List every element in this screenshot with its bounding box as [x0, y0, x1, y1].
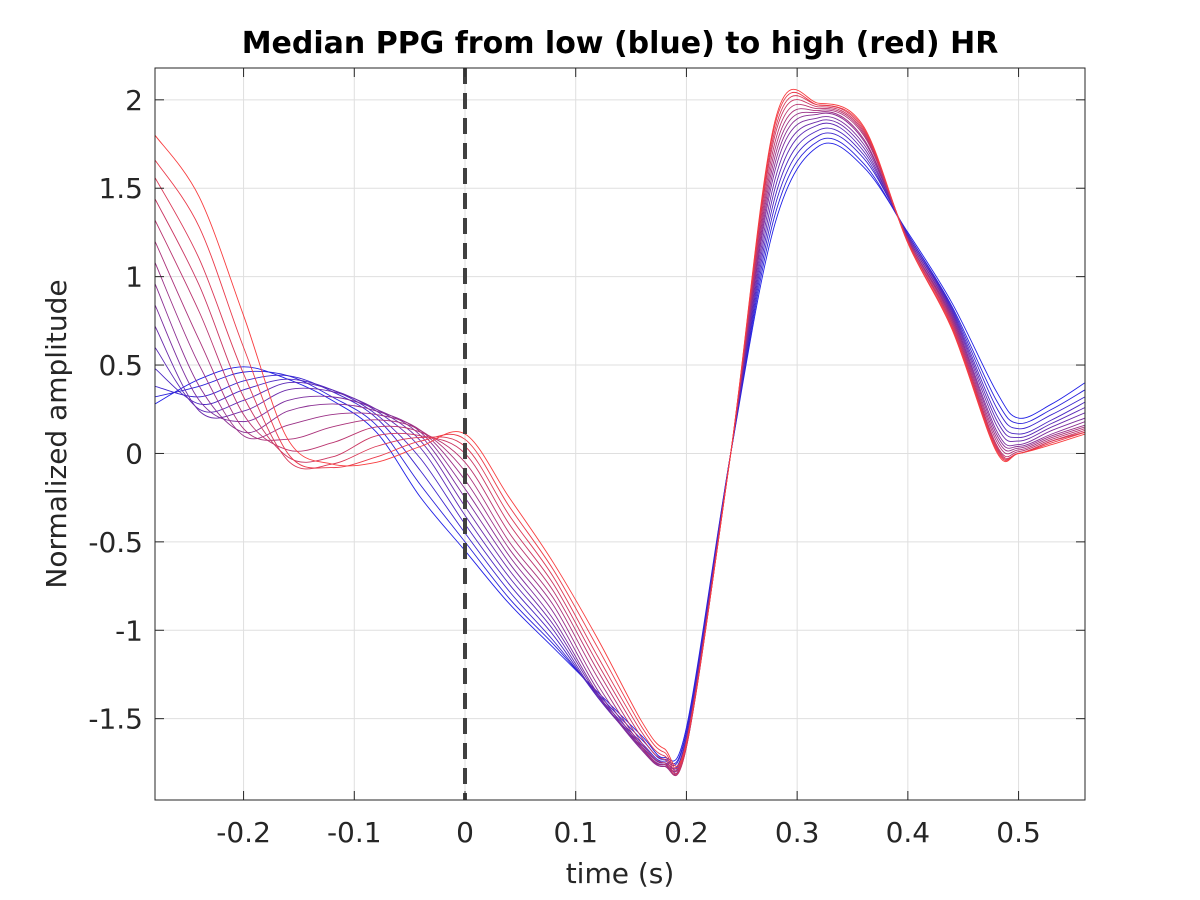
series-group	[155, 88, 1085, 777]
series-line-14	[155, 91, 1085, 770]
y-axis-label: Normalized amplitude	[40, 279, 73, 588]
x-tick-label: 0	[456, 816, 474, 849]
x-axis-label: time (s)	[566, 857, 675, 890]
y-tick-label: 1.5	[98, 172, 143, 205]
x-tick-label: 0.4	[886, 816, 931, 849]
axes-frame	[154, 67, 1086, 801]
y-tick-label: -0.5	[88, 526, 143, 559]
chart-title: Median PPG from low (blue) to high (red)…	[242, 26, 999, 61]
series-line-15	[155, 88, 1085, 767]
y-tick-label: 0	[125, 437, 143, 470]
series-line-1	[155, 142, 1085, 762]
x-tick-label: 0.2	[664, 816, 709, 849]
series-line-5	[155, 122, 1085, 770]
plot-area	[155, 68, 1085, 800]
grid	[155, 68, 1085, 800]
series-line-10	[155, 108, 1085, 777]
y-tick-label: 0.5	[98, 349, 143, 382]
series-line-7	[155, 116, 1085, 773]
y-tick-label: -1.5	[88, 703, 143, 736]
y-tick-label: 1	[125, 261, 143, 294]
y-tick-label: 2	[125, 84, 143, 117]
x-tick-label: 0.3	[775, 816, 820, 849]
series-line-4	[155, 127, 1085, 769]
x-tick-label: 0.1	[553, 816, 598, 849]
x-tick-label: 0.5	[996, 816, 1041, 849]
series-line-12	[155, 99, 1085, 775]
x-tick-label: -0.2	[216, 816, 271, 849]
series-line-11	[155, 103, 1085, 776]
x-tick-label: -0.1	[327, 816, 382, 849]
y-tick-label: -1	[115, 614, 143, 647]
series-line-13	[155, 95, 1085, 772]
axis-ticks: -0.2 -0.1 0 0.1 0.2 0.3 0.4 0.5 -1.5 -1 -0.5 0 0.5 1 1…	[88, 68, 1085, 849]
